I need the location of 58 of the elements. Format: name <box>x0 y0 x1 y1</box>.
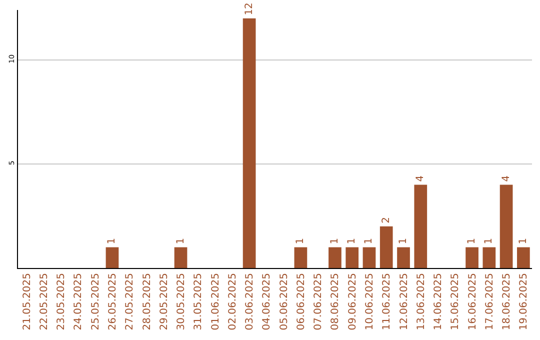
x-tick-label: 07.06.2025 <box>313 273 324 330</box>
x-tick-label: 10.06.2025 <box>364 273 376 330</box>
x-tick-label: 14.06.2025 <box>433 273 444 330</box>
data-label: 1 <box>398 238 410 244</box>
data-label: 2 <box>380 217 392 224</box>
bar <box>242 18 256 268</box>
data-label: 1 <box>484 238 495 244</box>
x-tick-label: 08.06.2025 <box>330 273 342 330</box>
x-tick-label: 25.05.2025 <box>90 273 102 330</box>
bar <box>346 247 359 268</box>
x-tick-label: 04.06.2025 <box>262 273 273 330</box>
x-tick-label: 23.05.2025 <box>56 273 68 330</box>
x-tick-label: 24.05.2025 <box>73 273 84 330</box>
x-tick-label: 27.05.2025 <box>124 273 136 330</box>
data-label: 1 <box>346 238 358 244</box>
data-label: 1 <box>466 238 478 244</box>
x-tick-label: 22.05.2025 <box>38 273 50 330</box>
bar <box>414 184 428 268</box>
data-label: 1 <box>329 238 340 244</box>
bar <box>466 247 478 268</box>
bar <box>380 226 393 268</box>
x-tick-label: 21.05.2025 <box>22 273 33 330</box>
data-label: 1 <box>106 238 118 244</box>
x-tick-label: 29.05.2025 <box>158 273 170 330</box>
bar <box>517 247 530 268</box>
data-label: 4 <box>500 175 512 182</box>
bar <box>482 247 496 268</box>
x-tick-label: 17.06.2025 <box>484 273 496 330</box>
bar <box>500 184 513 268</box>
x-tick-label: 18.06.2025 <box>502 273 513 330</box>
x-tick-label: 06.06.2025 <box>296 273 307 330</box>
x-tick-label: 31.05.2025 <box>193 273 204 330</box>
x-tick-label: 28.05.2025 <box>142 273 153 330</box>
bar <box>294 247 308 268</box>
bar <box>397 247 410 268</box>
data-label: 1 <box>518 238 529 244</box>
data-label: 12 <box>244 2 255 16</box>
data-label: 1 <box>175 238 186 244</box>
bar <box>174 247 188 268</box>
bar <box>106 247 119 268</box>
data-label: 4 <box>415 175 426 182</box>
x-tick-label: 30.05.2025 <box>176 273 188 330</box>
x-tick-label: 01.06.2025 <box>210 273 222 330</box>
x-tick-label: 11.06.2025 <box>382 273 393 330</box>
x-tick-label: 19.06.2025 <box>518 273 530 330</box>
x-tick-label: 12.06.2025 <box>398 273 410 330</box>
x-tick-label: 02.06.2025 <box>227 273 238 330</box>
data-label: 1 <box>295 238 306 244</box>
bar <box>328 247 342 268</box>
x-tick-label: 05.06.2025 <box>278 273 290 330</box>
x-tick-label: 03.06.2025 <box>244 273 256 330</box>
bar <box>362 247 376 268</box>
x-tick-label: 13.06.2025 <box>416 273 427 330</box>
data-label: 1 <box>364 238 375 244</box>
x-tick-label: 15.06.2025 <box>450 273 462 330</box>
x-tick-label: 16.06.2025 <box>467 273 478 330</box>
x-tick-label: 26.05.2025 <box>107 273 118 330</box>
x-tick-label: 09.06.2025 <box>347 273 358 330</box>
